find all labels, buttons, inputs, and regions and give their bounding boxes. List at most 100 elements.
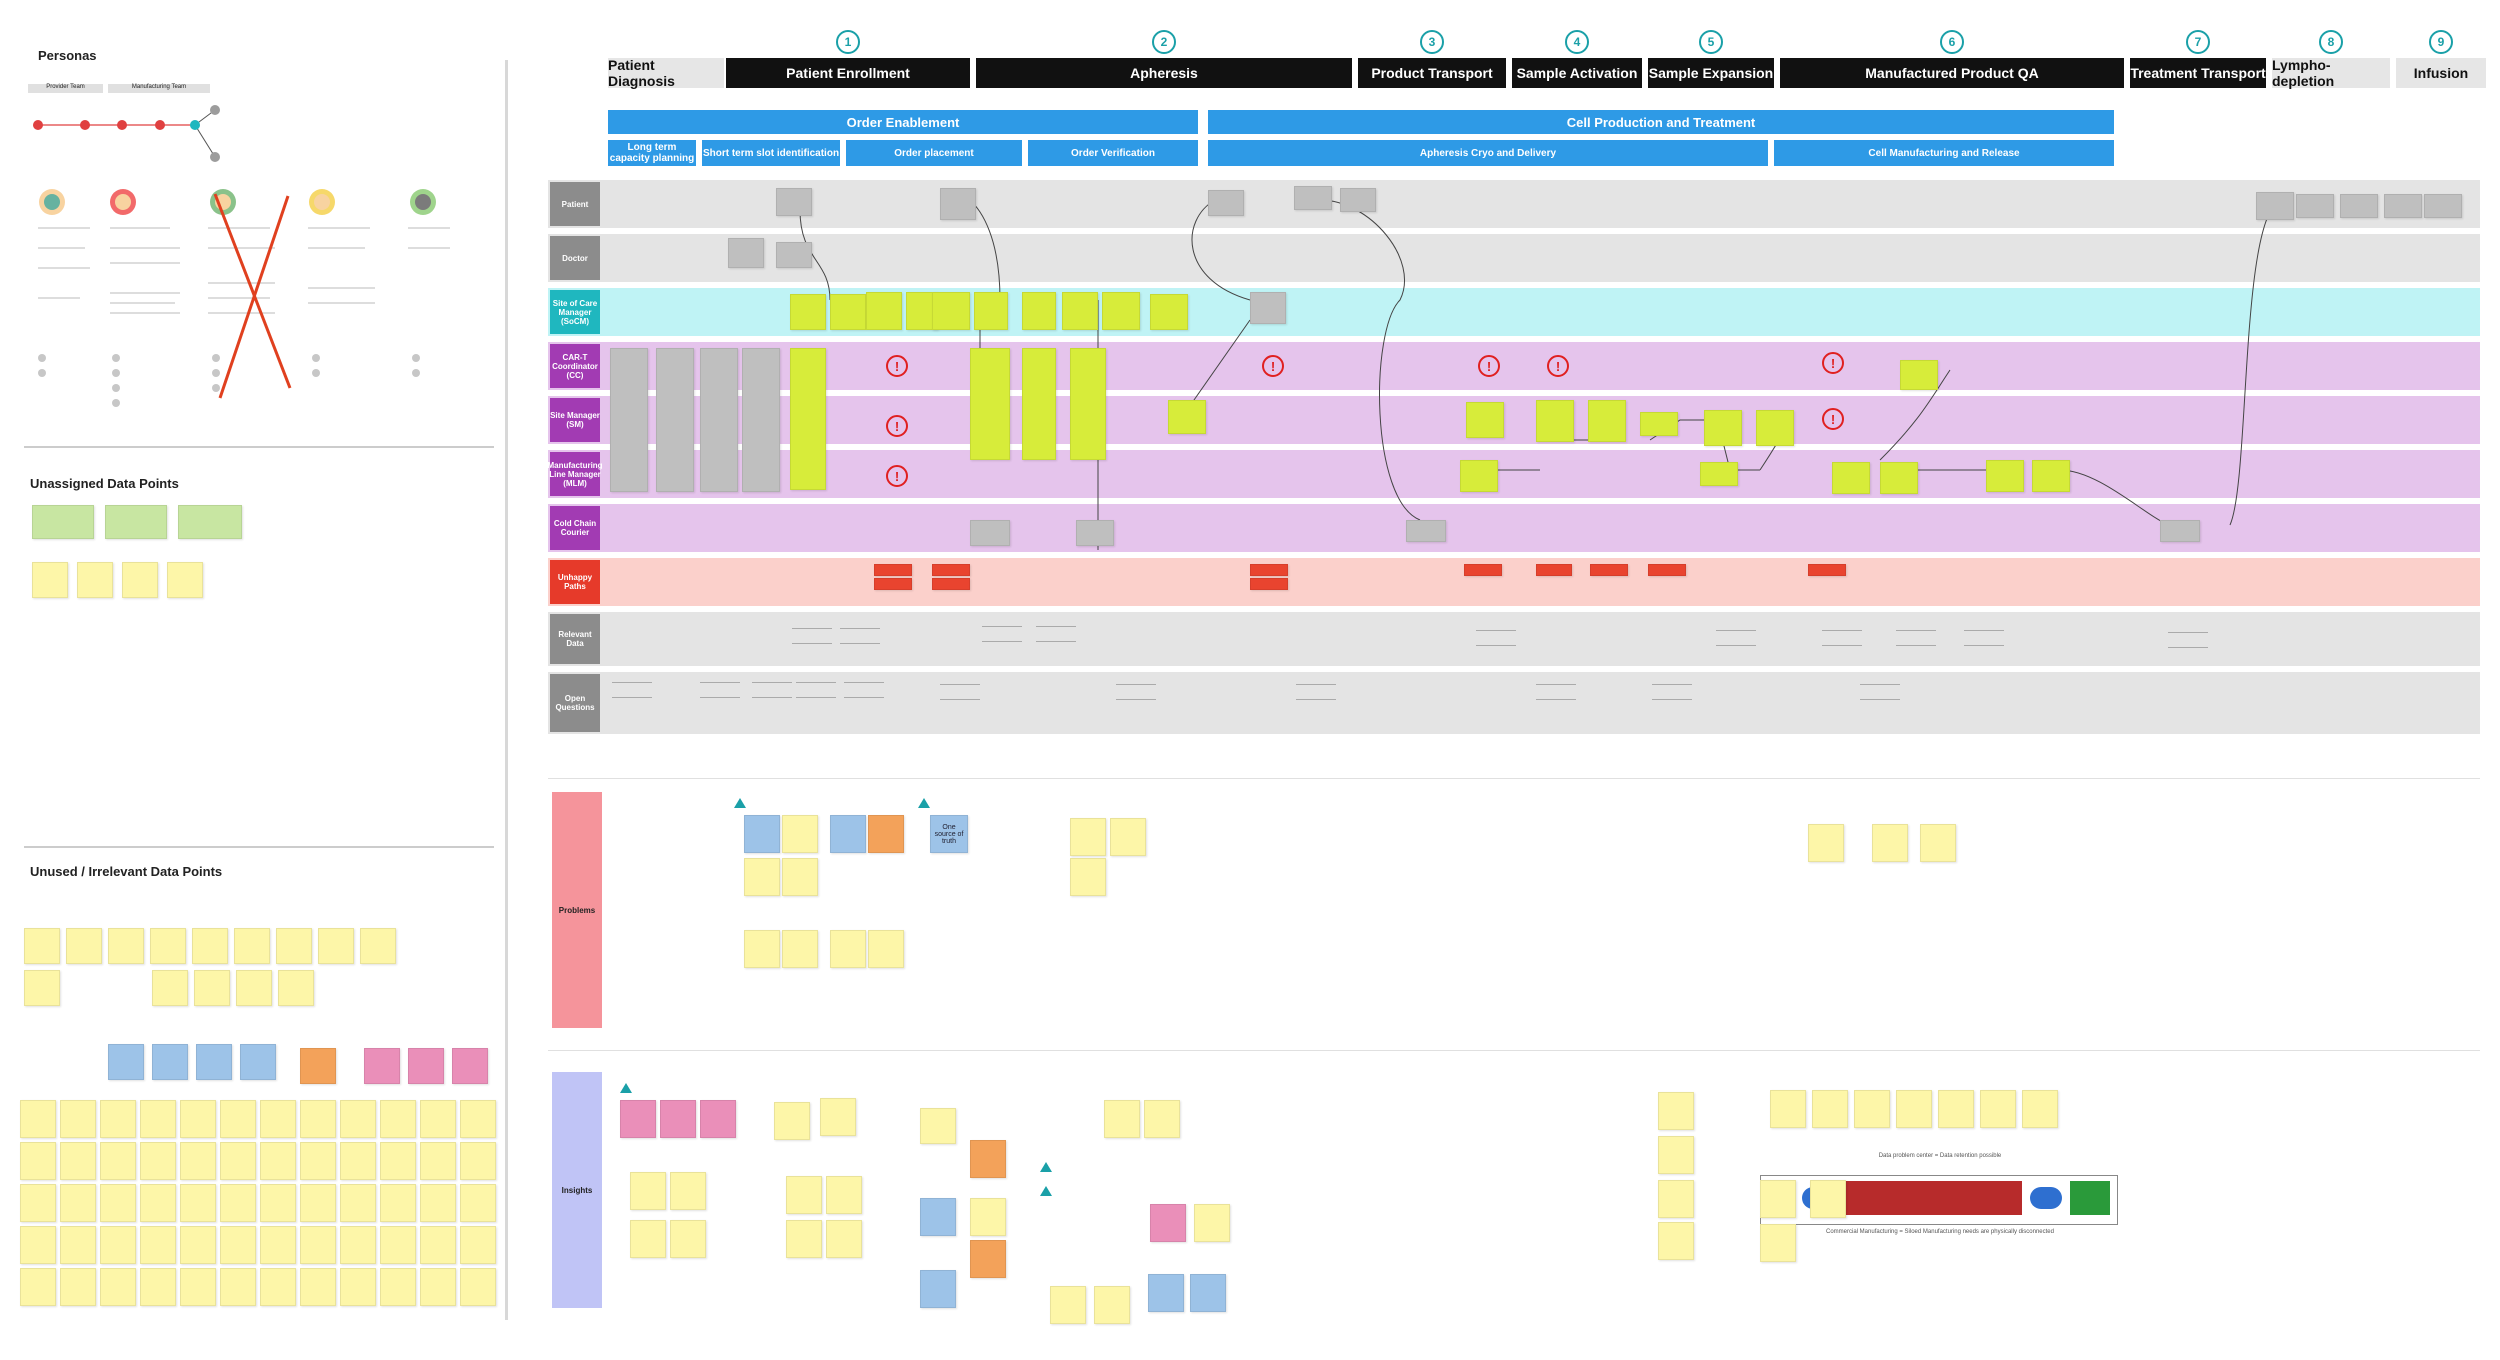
sticky-note[interactable]: [220, 1142, 256, 1180]
sticky-note[interactable]: [140, 1100, 176, 1138]
sticky-note[interactable]: [1770, 1090, 1806, 1128]
sticky-note[interactable]: [24, 928, 60, 964]
sticky-note[interactable]: [932, 564, 970, 576]
sticky-note[interactable]: [786, 1176, 822, 1214]
sticky-note[interactable]: [2032, 460, 2070, 492]
sticky-note[interactable]: [660, 1100, 696, 1138]
sticky-note[interactable]: [140, 1142, 176, 1180]
sticky-note[interactable]: [1658, 1180, 1694, 1218]
sticky-note[interactable]: [60, 1226, 96, 1264]
sticky-note[interactable]: [234, 928, 270, 964]
sticky-note[interactable]: [260, 1100, 296, 1138]
sticky-note[interactable]: [830, 815, 866, 853]
sticky-note[interactable]: [122, 562, 158, 598]
sticky-note[interactable]: [194, 970, 230, 1006]
sticky-note[interactable]: [1854, 1090, 1890, 1128]
sticky-note[interactable]: [744, 858, 780, 896]
sticky-note[interactable]: [1896, 1090, 1932, 1128]
sticky-note[interactable]: [1406, 520, 1446, 542]
sticky-note[interactable]: [1150, 1204, 1186, 1242]
sticky-note[interactable]: [826, 1220, 862, 1258]
sticky-note[interactable]: [920, 1108, 956, 1144]
sticky-note[interactable]: [1760, 1180, 1796, 1218]
sticky-note[interactable]: [700, 348, 738, 492]
sticky-note[interactable]: [1938, 1090, 1974, 1128]
sticky-note[interactable]: [1880, 462, 1918, 494]
sticky-note[interactable]: [610, 348, 648, 492]
sticky-note[interactable]: [108, 1044, 144, 1080]
sticky-note[interactable]: [100, 1184, 136, 1222]
sticky-note[interactable]: [868, 815, 904, 853]
sticky-note[interactable]: [970, 1240, 1006, 1278]
sticky-note[interactable]: [24, 970, 60, 1006]
sticky-note[interactable]: [940, 188, 976, 220]
sticky-note[interactable]: [1658, 1136, 1694, 1174]
sticky-note[interactable]: [1812, 1090, 1848, 1128]
sticky-note[interactable]: [1062, 292, 1098, 330]
sticky-note[interactable]: [150, 928, 186, 964]
sticky-note[interactable]: [670, 1220, 706, 1258]
sticky-note[interactable]: [970, 1198, 1006, 1236]
sticky-note[interactable]: [744, 930, 780, 968]
sticky-note[interactable]: [1464, 564, 1502, 576]
sticky-note[interactable]: [630, 1220, 666, 1258]
sticky-note[interactable]: [340, 1268, 376, 1306]
sticky-note[interactable]: [782, 858, 818, 896]
sticky-note[interactable]: [1194, 1204, 1230, 1242]
sticky-note[interactable]: [178, 505, 242, 539]
sticky-note[interactable]: [77, 562, 113, 598]
sticky-note[interactable]: [630, 1172, 666, 1210]
sticky-note[interactable]: [340, 1184, 376, 1222]
sticky-note[interactable]: [260, 1184, 296, 1222]
sticky-note[interactable]: [1104, 1100, 1140, 1138]
sticky-note[interactable]: [167, 562, 203, 598]
sticky-note[interactable]: [1808, 824, 1844, 862]
sticky-note[interactable]: [460, 1184, 496, 1222]
sticky-note[interactable]: [728, 238, 764, 268]
sticky-note[interactable]: [1208, 190, 1244, 216]
sticky-note[interactable]: [970, 348, 1010, 460]
sticky-note[interactable]: [1588, 400, 1626, 442]
sticky-note[interactable]: [420, 1100, 456, 1138]
sticky-note[interactable]: [260, 1226, 296, 1264]
sticky-note[interactable]: [1340, 188, 1376, 212]
sticky-note[interactable]: [874, 578, 912, 590]
sticky-note[interactable]: [700, 1100, 736, 1138]
sticky-note[interactable]: [1294, 186, 1332, 210]
sticky-note[interactable]: [340, 1100, 376, 1138]
sticky-note[interactable]: [1986, 460, 2024, 492]
sticky-note[interactable]: [1094, 1286, 1130, 1324]
sticky-note[interactable]: [140, 1226, 176, 1264]
sticky-note[interactable]: [32, 505, 94, 539]
sticky-note[interactable]: [140, 1268, 176, 1306]
sticky-note[interactable]: [340, 1226, 376, 1264]
sticky-note[interactable]: [1070, 858, 1106, 896]
sticky-note[interactable]: [1022, 348, 1056, 460]
sticky-note[interactable]: [420, 1184, 456, 1222]
sticky-note[interactable]: [300, 1226, 336, 1264]
sticky-note[interactable]: [278, 970, 314, 1006]
sticky-note[interactable]: [1076, 520, 1114, 546]
sticky-note[interactable]: [460, 1226, 496, 1264]
sticky-note[interactable]: [830, 930, 866, 968]
sticky-note[interactable]: [1536, 400, 1574, 442]
sticky-note[interactable]: [300, 1048, 336, 1084]
sticky-note[interactable]: [2160, 520, 2200, 542]
sticky-note[interactable]: [1168, 400, 1206, 434]
sticky-note[interactable]: [260, 1268, 296, 1306]
sticky-note[interactable]: [192, 928, 228, 964]
sticky-note[interactable]: [920, 1198, 956, 1236]
sticky-note[interactable]: [180, 1268, 216, 1306]
sticky-note[interactable]: [364, 1048, 400, 1084]
sticky-note[interactable]: [1640, 412, 1678, 436]
sticky-note[interactable]: [2424, 194, 2462, 218]
sticky-note[interactable]: [786, 1220, 822, 1258]
sticky-note[interactable]: [1658, 1222, 1694, 1260]
sticky-note[interactable]: [140, 1184, 176, 1222]
sticky-note[interactable]: [1022, 292, 1056, 330]
sticky-note[interactable]: [60, 1142, 96, 1180]
sticky-note[interactable]: [670, 1172, 706, 1210]
sticky-note[interactable]: [100, 1142, 136, 1180]
sticky-note[interactable]: [300, 1184, 336, 1222]
sticky-note[interactable]: [60, 1184, 96, 1222]
